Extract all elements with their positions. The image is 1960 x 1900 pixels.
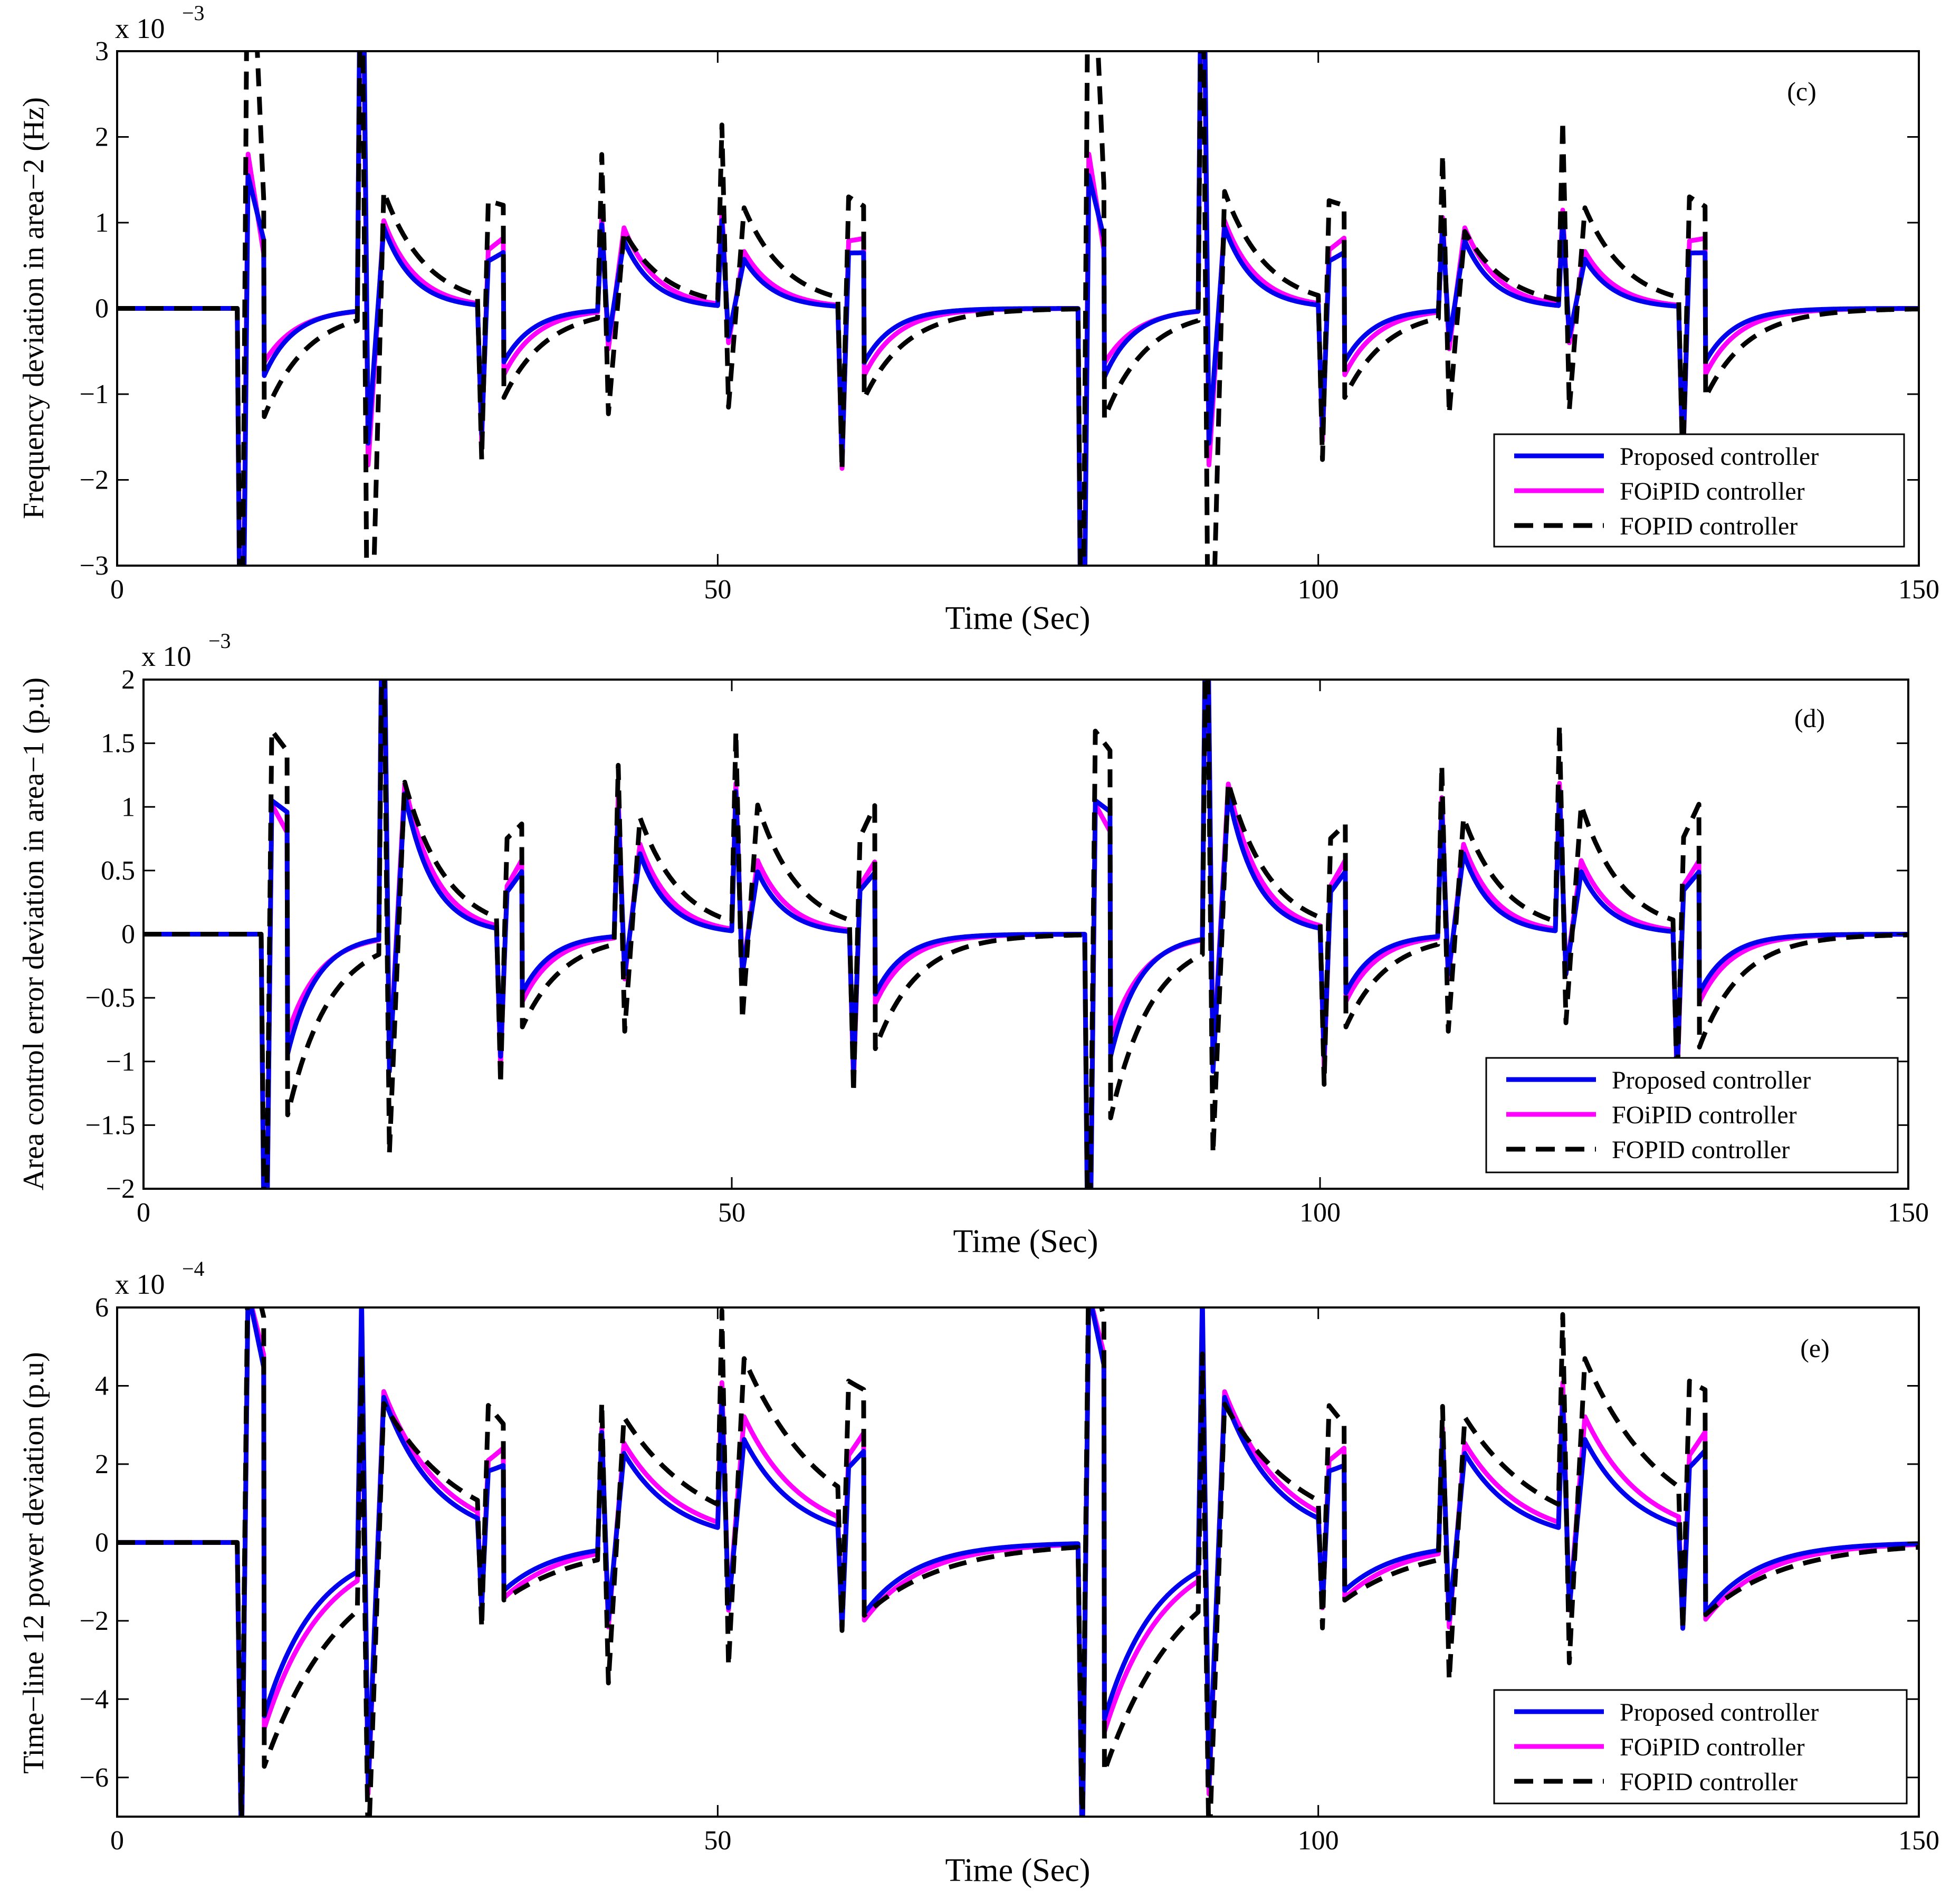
x-tick-label-e-2: 100: [1298, 1826, 1339, 1856]
y-axis-label-e: Time−line 12 power deviation (p.u): [17, 1352, 50, 1773]
x-tick-label-d-0: 0: [137, 1198, 150, 1228]
y-tick-label-c-4: 1: [95, 208, 109, 238]
x-axis-label-d: Time (Sec): [953, 1224, 1098, 1259]
legend-text-fopid-d: FOPID controller: [1612, 1136, 1790, 1164]
panel-label-d: (d): [1794, 703, 1825, 733]
legend-text-proposed-d: Proposed controller: [1612, 1066, 1811, 1094]
ticks-e: 0 50 100 150 −6 −4 −2 0 2 4 6: [80, 1293, 1939, 1856]
x-tick-label-e-0: 0: [110, 1826, 124, 1856]
y-tick-label-e-4: 2: [95, 1449, 109, 1479]
chart-panel-d: 0 50 100 150 −2 −1.5 −1 −0.5 0 0.5 1 1.5 2 x 10 −3 (…: [17, 629, 1929, 1259]
legend-text-fopid-e: FOPID controller: [1620, 1768, 1798, 1796]
y-tick-label-d-0: −2: [106, 1174, 135, 1204]
y-tick-label-e-1: −4: [80, 1684, 109, 1714]
y-tick-label-e-3: 0: [95, 1527, 109, 1558]
y-tick-label-d-3: −0.5: [85, 983, 135, 1013]
chart-panel-c: 0 50 100 150 −3 −2 −1 0 1 2 3 x 10 −3 (c) Time (Se…: [17, 1, 1939, 636]
y-tick-label-d-8: 2: [121, 665, 135, 695]
legend-d: Proposed controller FOiPID controller FO…: [1485, 1057, 1899, 1173]
x-tick-label-d-3: 150: [1888, 1198, 1929, 1228]
series-layer-c: [117, 51, 1919, 566]
y-tick-label-d-5: 0.5: [101, 856, 135, 886]
x-axis-label-e: Time (Sec): [945, 1853, 1091, 1888]
axes-frame-e: [116, 1306, 1920, 1818]
ticks-c: 0 50 100 150 −3 −2 −1 0 1 2 3: [80, 36, 1939, 605]
y-tick-label-e-5: 4: [95, 1371, 109, 1401]
series-fopid-line-d: [144, 680, 1908, 1189]
legend-text-foipid-d: FOiPID controller: [1612, 1101, 1797, 1129]
exponent-label-d: x 10: [141, 641, 192, 672]
y-tick-label-c-2: −1: [80, 379, 109, 409]
series-layer-e: [117, 1307, 1919, 1817]
series-fopid-line-e: [117, 1307, 1919, 1817]
y-tick-label-e-6: 6: [95, 1293, 109, 1323]
legend-c: Proposed controller FOiPID controller FO…: [1493, 433, 1905, 548]
legend-text-foipid-c: FOiPID controller: [1620, 478, 1805, 505]
x-tick-label-d-2: 100: [1299, 1198, 1341, 1228]
y-tick-label-e-0: −6: [80, 1763, 109, 1793]
panel-label-c: (c): [1787, 77, 1816, 106]
x-tick-label-c-0: 0: [110, 575, 124, 605]
series-proposed-line-e: [117, 1307, 1919, 1817]
panel-label-e: (e): [1800, 1333, 1830, 1363]
y-tick-label-d-6: 1: [121, 792, 135, 822]
y-axis-label-d: Area control error deviation in area−1 (…: [17, 677, 50, 1190]
legend-text-proposed-c: Proposed controller: [1620, 443, 1819, 471]
y-tick-label-c-5: 2: [95, 122, 109, 152]
exponent-label-c: x 10: [115, 13, 165, 44]
y-tick-label-d-7: 1.5: [101, 729, 135, 759]
legend-e: Proposed controller FOiPID controller FO…: [1493, 1689, 1908, 1804]
series-fopid-line-c: [117, 51, 1919, 566]
y-tick-label-c-1: −2: [80, 465, 109, 495]
x-tick-label-c-2: 100: [1298, 575, 1339, 605]
x-axis-label-c: Time (Sec): [945, 600, 1091, 636]
ticks-d: 0 50 100 150 −2 −1.5 −1 −0.5 0 0.5 1 1.5 2: [85, 665, 1929, 1228]
exponent-power-c: −3: [182, 1, 205, 25]
y-tick-label-d-4: 0: [121, 920, 135, 950]
x-tick-label-c-3: 150: [1898, 575, 1939, 605]
chart-panel-e: 0 50 100 150 −6 −4 −2 0 2 4 6 x 10 −4 (e) Time (Se…: [17, 1257, 1939, 1888]
y-tick-label-c-6: 3: [95, 36, 109, 66]
exponent-power-d: −3: [208, 629, 231, 653]
y-tick-label-c-3: 0: [95, 294, 109, 324]
y-tick-label-d-1: −1.5: [85, 1110, 135, 1140]
y-tick-label-c-0: −3: [80, 551, 109, 581]
series-proposed-line-d: [144, 680, 1908, 1189]
y-axis-label-c: Frequency deviation in area−2 (Hz): [17, 97, 50, 519]
x-tick-label-c-1: 50: [704, 575, 731, 605]
series-layer-d: [144, 680, 1908, 1189]
y-tick-label-e-2: −2: [80, 1606, 109, 1636]
x-tick-label-e-1: 50: [704, 1826, 731, 1856]
legend-text-fopid-c: FOPID controller: [1620, 512, 1798, 540]
x-tick-label-e-3: 150: [1898, 1826, 1939, 1856]
exponent-power-e: −4: [182, 1257, 205, 1281]
y-tick-label-d-2: −1: [106, 1047, 135, 1077]
exponent-label-e: x 10: [115, 1268, 165, 1300]
x-tick-label-d-1: 50: [718, 1198, 745, 1228]
legend-text-foipid-e: FOiPID controller: [1620, 1733, 1805, 1761]
legend-text-proposed-e: Proposed controller: [1620, 1698, 1819, 1726]
